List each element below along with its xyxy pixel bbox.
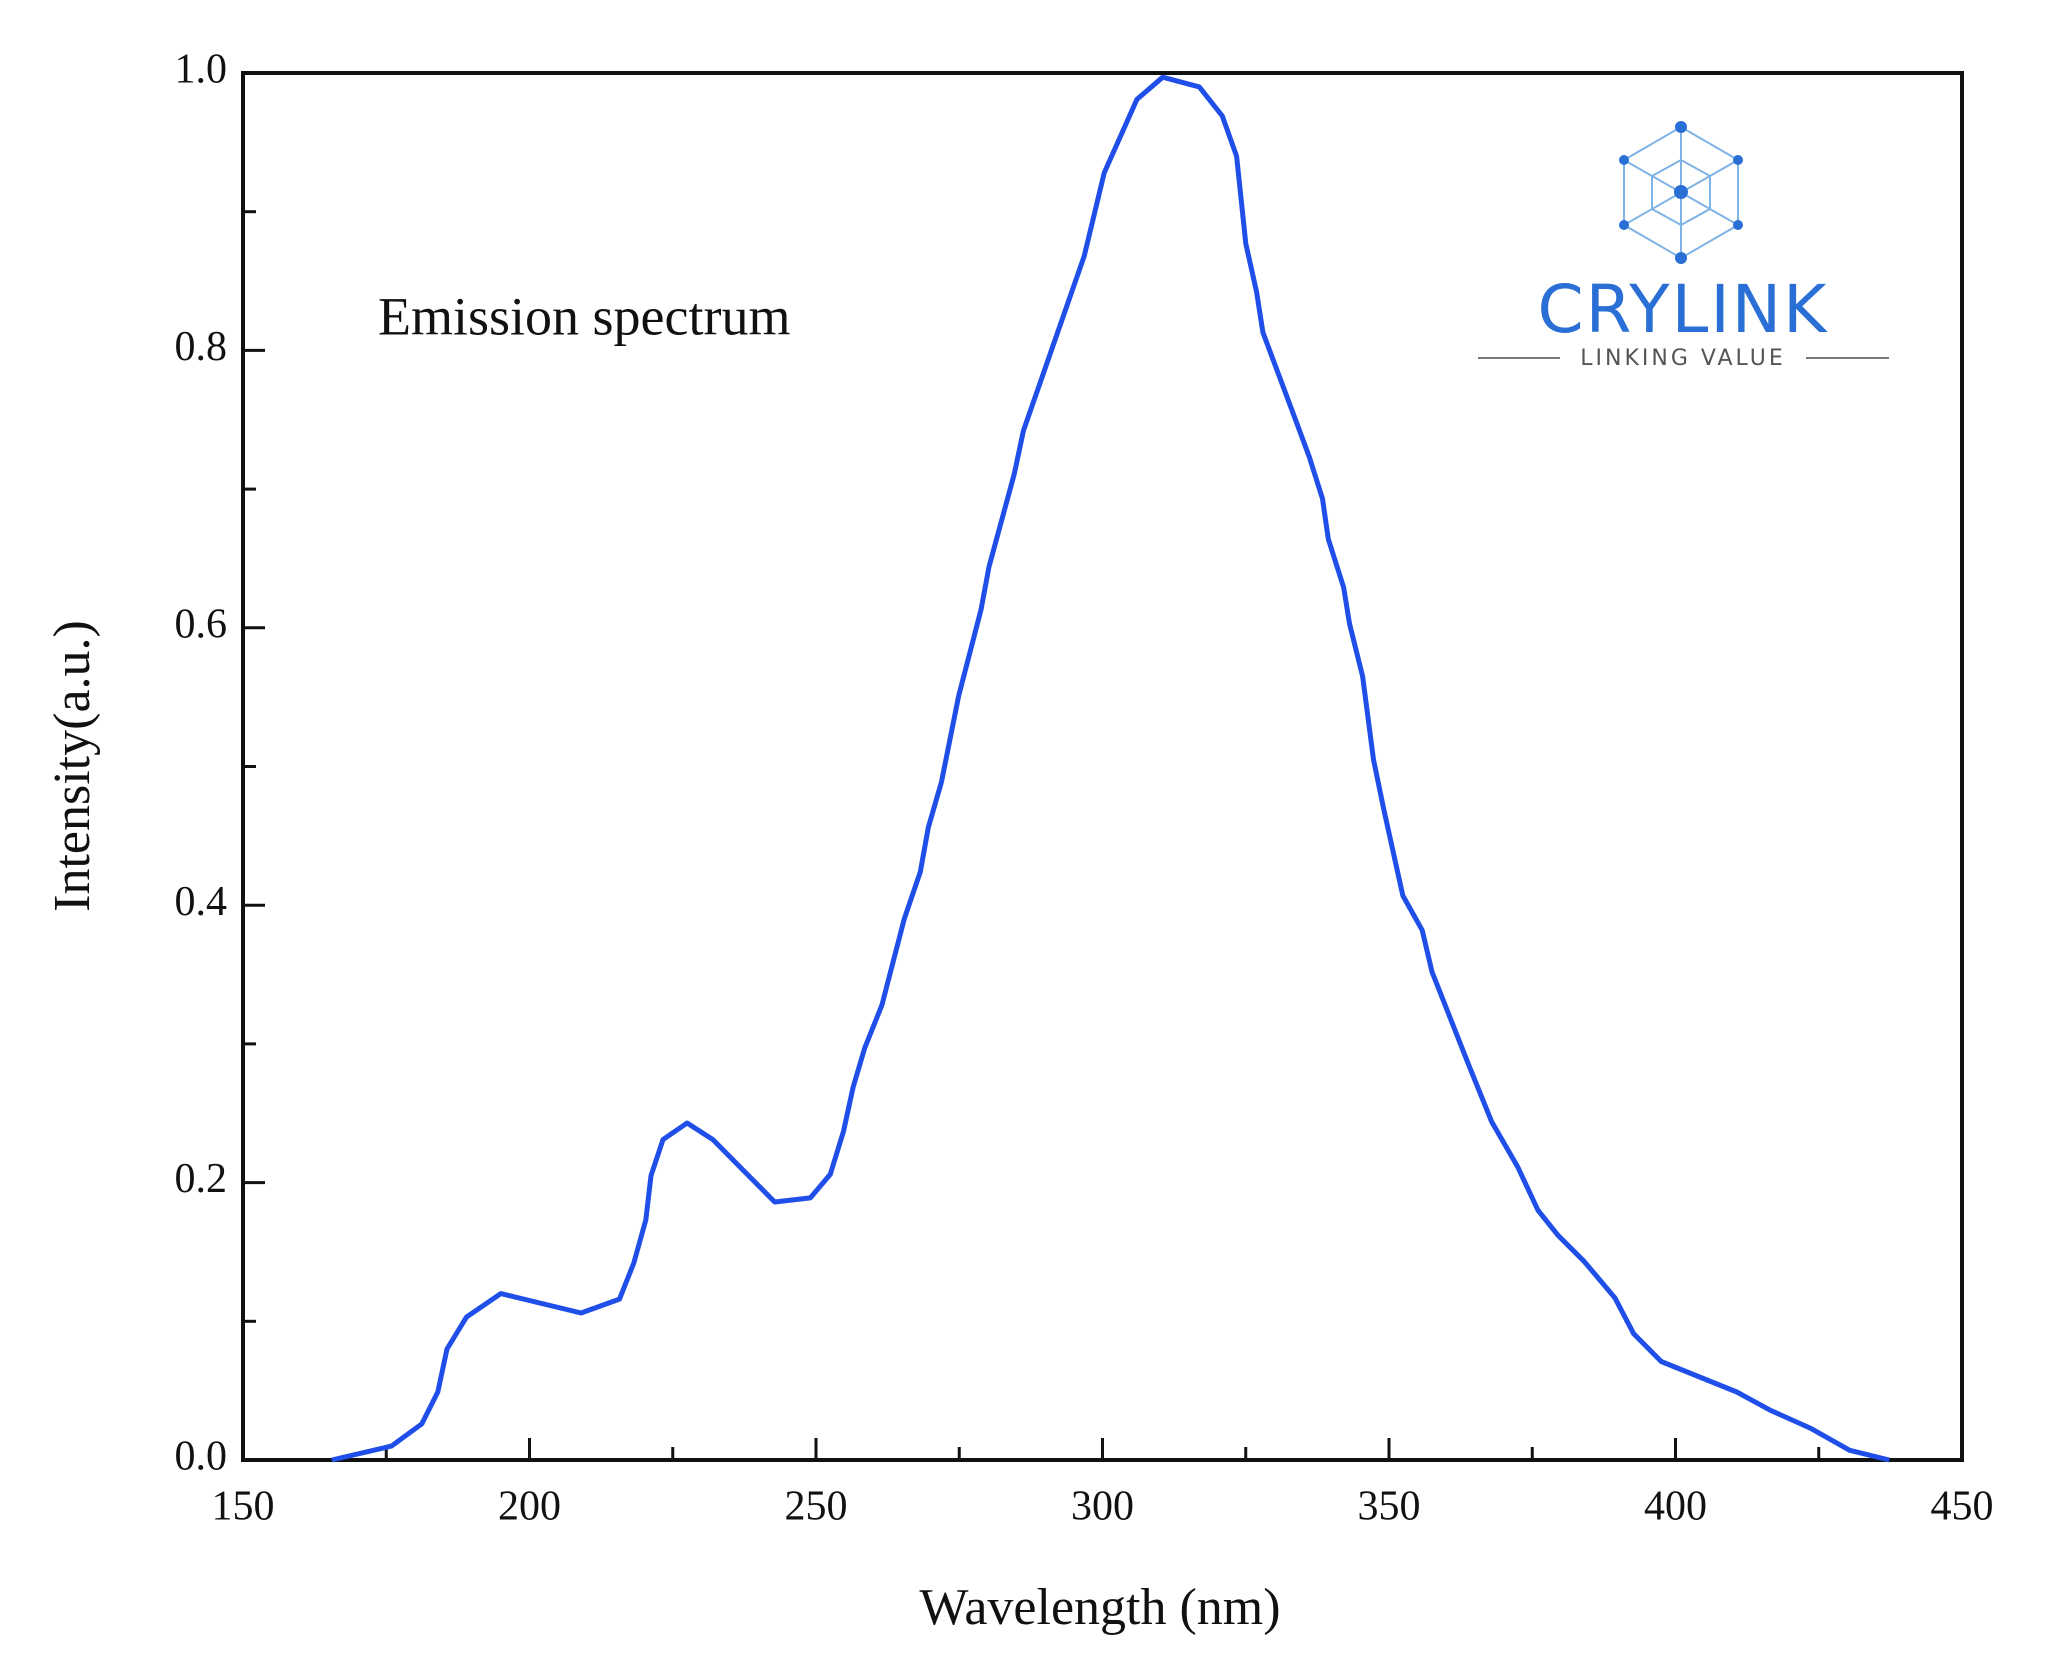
logo-node — [1733, 220, 1743, 230]
logo-node — [1619, 155, 1629, 165]
y-tick-label: 0.8 — [175, 324, 228, 370]
logo — [1619, 121, 1743, 264]
logo-node — [1733, 155, 1743, 165]
logo-node — [1674, 185, 1688, 199]
x-tick-label: 300 — [1071, 1484, 1134, 1530]
logo-inner — [1651, 158, 1711, 227]
x-tick-label: 150 — [212, 1484, 275, 1530]
logo-node — [1675, 121, 1687, 133]
x-tick-label: 400 — [1644, 1484, 1707, 1530]
x-tick-label: 250 — [785, 1484, 848, 1530]
y-tick-label: 1.0 — [175, 47, 228, 93]
logo-name: CRYLINK — [1538, 271, 1829, 348]
logo-node — [1619, 220, 1629, 230]
y-tick-label: 0.6 — [175, 601, 228, 647]
logo-node — [1675, 252, 1687, 264]
y-axis-label: Intensity(a.u.) — [44, 620, 101, 912]
x-axis-label: Wavelength (nm) — [919, 1579, 1280, 1636]
y-tick-label: 0.2 — [175, 1156, 228, 1202]
x-tick-label: 350 — [1358, 1484, 1421, 1530]
x-tick-label: 200 — [498, 1484, 561, 1530]
x-tick-label: 450 — [1931, 1484, 1994, 1530]
y-tick-label: 0.0 — [175, 1434, 228, 1480]
plot-frame — [241, 71, 1964, 1462]
y-tick-label: 0.4 — [175, 879, 228, 925]
spectrum-line — [331, 74, 1890, 1463]
annotation: Emission spectrum — [378, 286, 790, 346]
logo-tagline: LINKING VALUE — [1580, 346, 1785, 371]
